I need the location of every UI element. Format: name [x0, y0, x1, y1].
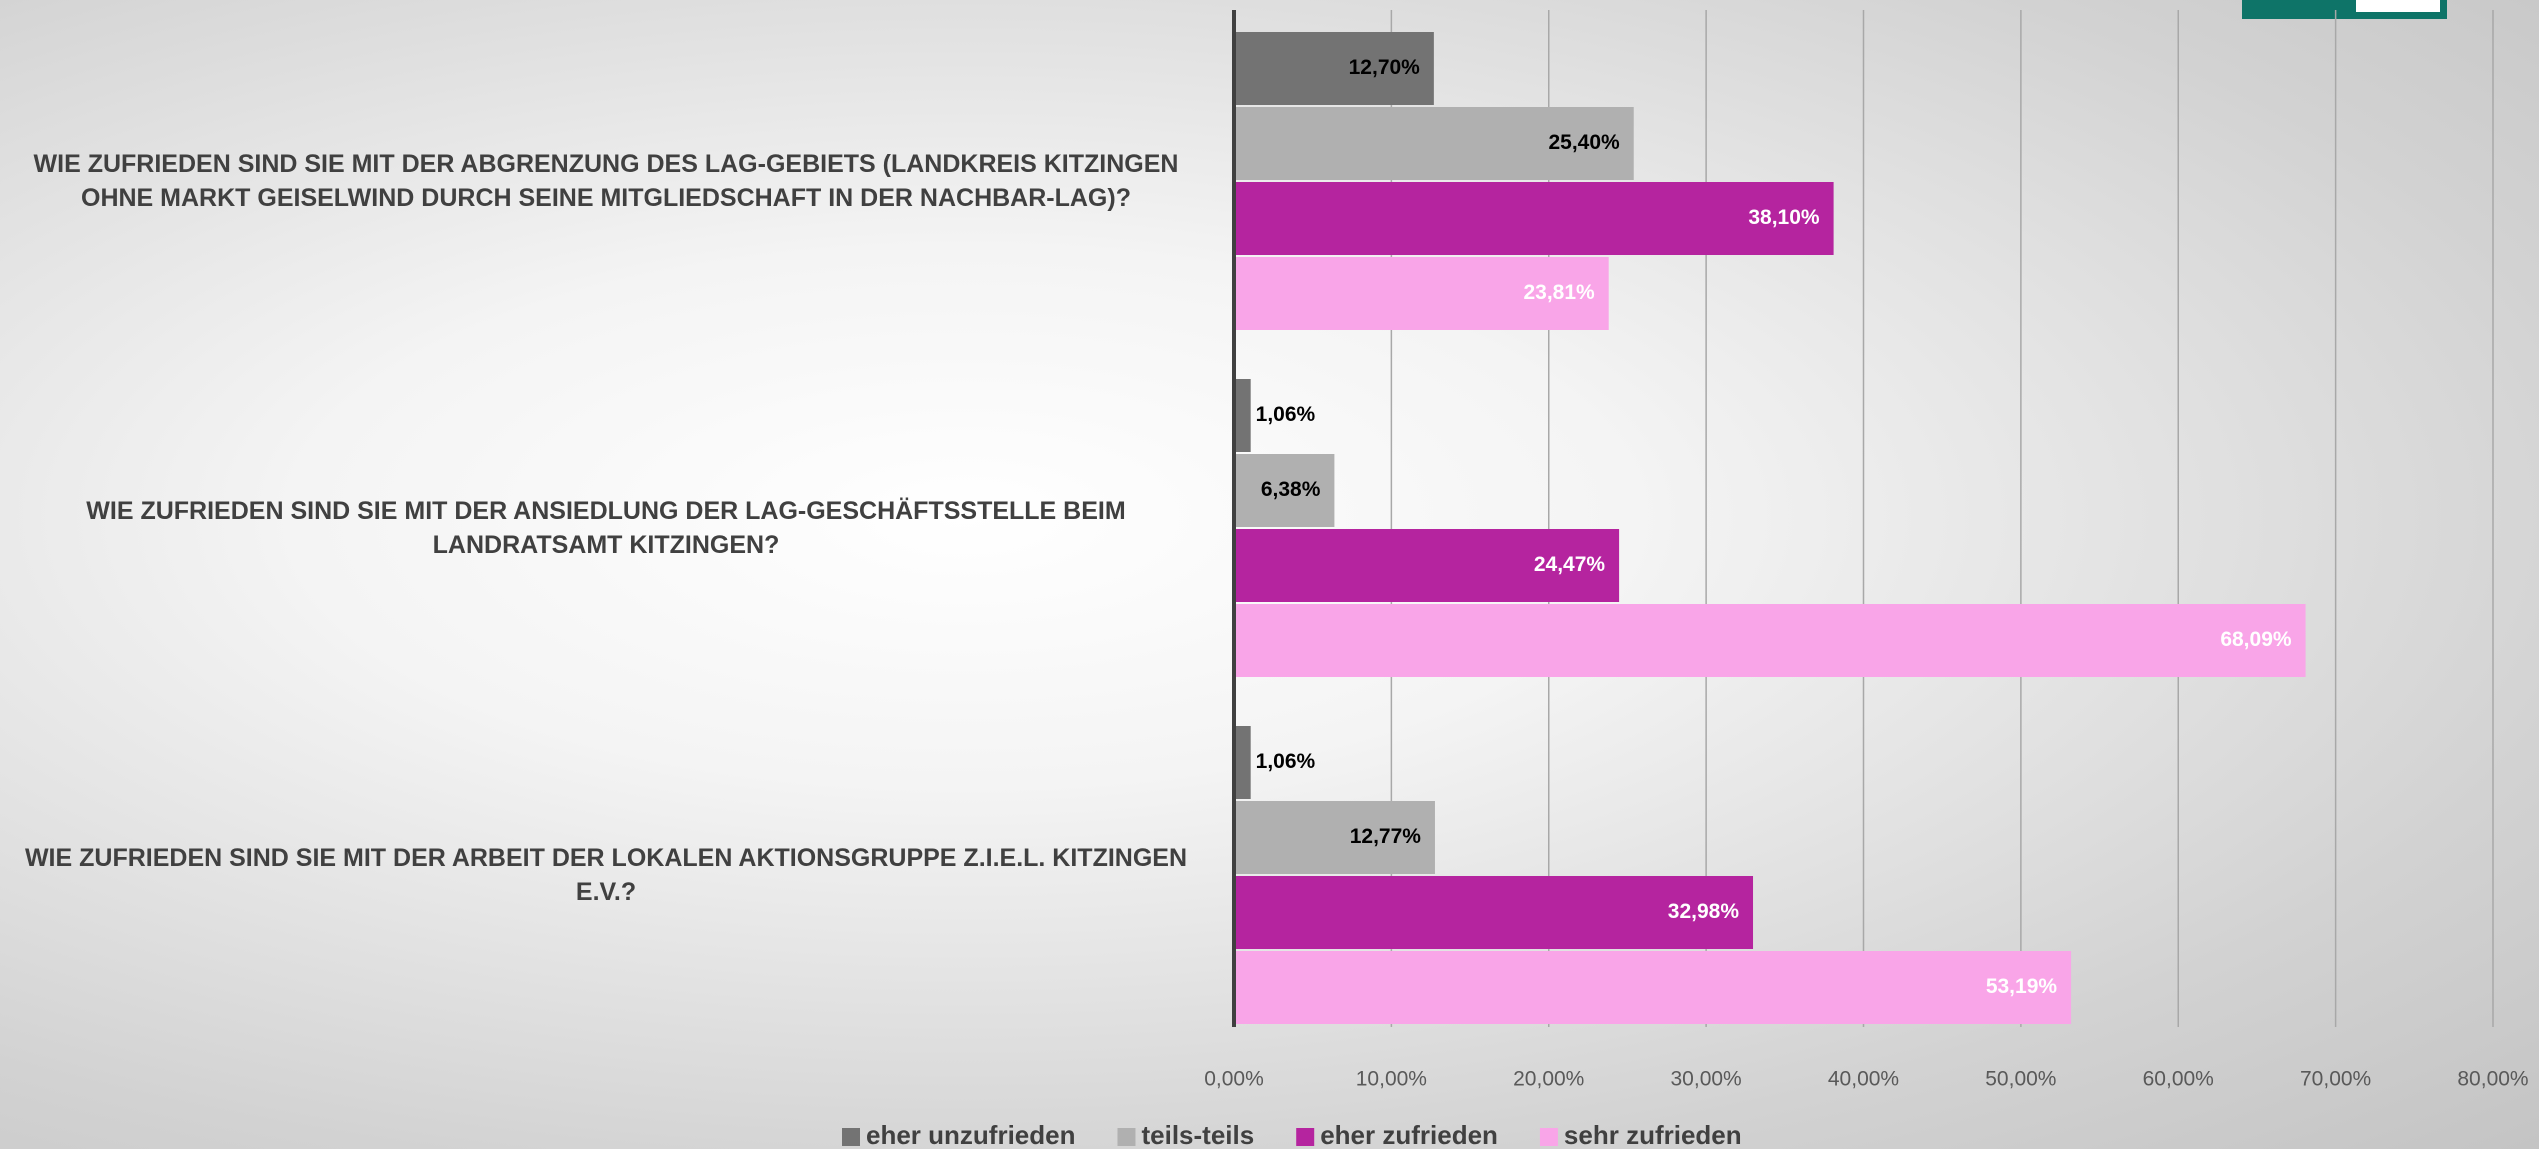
category-label: WIE ZUFRIEDEN SIND SIE MIT DER ARBEIT DE…: [24, 844, 1188, 906]
legend-label: teils-teils: [1141, 1120, 1254, 1149]
x-tick-label: 50,00%: [1985, 1068, 2056, 1091]
legend-label: eher zufrieden: [1320, 1120, 1498, 1149]
x-tick-label: 30,00%: [1671, 1068, 1742, 1091]
legend-swatch: [1117, 1128, 1136, 1146]
category-label: WIE ZUFRIEDEN SIND SIE MIT DER ANSIEDLUN…: [86, 497, 1126, 559]
x-tick-label: 0,00%: [1204, 1068, 1264, 1091]
data-label: 25,40%: [1548, 131, 1620, 154]
bar: [1234, 257, 1609, 330]
bar: [1234, 726, 1251, 799]
bar: [1234, 876, 1754, 949]
legend-swatch: [1539, 1128, 1558, 1146]
data-label: 6,38%: [1261, 478, 1321, 501]
data-label: 32,98%: [1668, 900, 1740, 923]
bar: [1234, 454, 1335, 527]
x-tick-label: 20,00%: [1513, 1068, 1584, 1091]
x-tick-label: 80,00%: [2457, 1068, 2528, 1091]
x-tick-label: 40,00%: [1828, 1068, 1899, 1091]
data-label: 12,77%: [1350, 825, 1422, 848]
bar: [1234, 182, 1834, 255]
bar: [1234, 801, 1435, 874]
data-label: 68,09%: [2220, 628, 2292, 651]
logo-inner: [2356, 0, 2440, 12]
x-tick-label: 70,00%: [2300, 1068, 2371, 1091]
x-tick-label: 60,00%: [2143, 1068, 2214, 1091]
data-label: 23,81%: [1523, 281, 1595, 304]
bar: [1234, 107, 1634, 180]
bar: [1234, 951, 2072, 1024]
data-label: 38,10%: [1748, 206, 1820, 229]
bar: [1234, 529, 1620, 602]
data-label: 24,47%: [1534, 553, 1606, 576]
data-label: 53,19%: [1986, 975, 2058, 998]
bar: [1234, 32, 1434, 105]
bar: [1234, 379, 1251, 452]
legend-label: sehr zufrieden: [1564, 1120, 1742, 1149]
legend-swatch: [842, 1128, 860, 1146]
data-label: 1,06%: [1256, 403, 1316, 426]
bar: [1234, 604, 2306, 677]
legend-label: eher unzufrieden: [866, 1120, 1075, 1149]
data-label: 1,06%: [1256, 750, 1316, 773]
category-label: WIE ZUFRIEDEN SIND SIE MIT DER ABGRENZUN…: [33, 150, 1179, 212]
x-tick-label: 10,00%: [1356, 1068, 1427, 1091]
legend-swatch: [1296, 1128, 1315, 1146]
data-label: 12,70%: [1349, 56, 1421, 79]
